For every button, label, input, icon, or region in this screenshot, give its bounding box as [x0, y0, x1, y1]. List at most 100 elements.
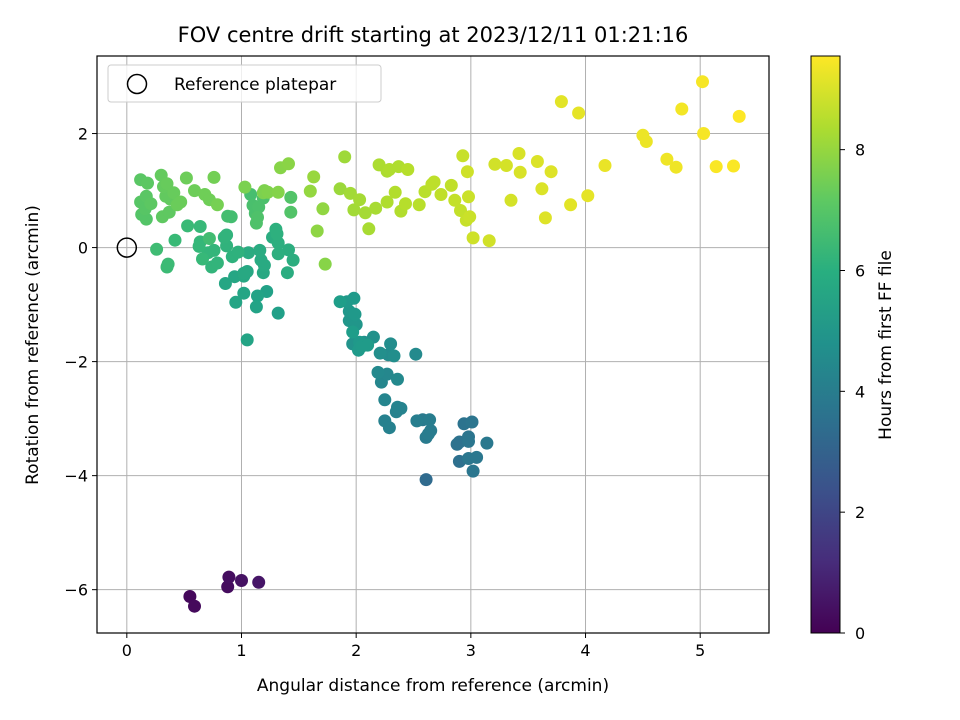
colorbar-tick-label: 6 — [855, 261, 865, 280]
data-point — [181, 219, 195, 233]
data-point — [210, 198, 224, 212]
data-point — [362, 222, 376, 236]
data-point — [371, 365, 385, 379]
data-point — [338, 150, 352, 164]
data-point — [282, 243, 295, 257]
reference-point — [116, 237, 138, 258]
data-point — [639, 135, 653, 148]
data-point — [709, 160, 723, 174]
x-tick-label: 1 — [236, 641, 246, 660]
data-point — [144, 197, 158, 211]
data-point — [669, 160, 683, 174]
data-point — [660, 152, 674, 166]
data-point — [380, 195, 394, 209]
data-point — [399, 197, 412, 211]
data-point — [598, 159, 612, 172]
data-point — [361, 338, 375, 352]
data-point — [218, 277, 232, 290]
data-point — [460, 165, 474, 179]
data-point — [427, 175, 441, 189]
data-point — [141, 176, 154, 190]
data-point — [252, 575, 266, 589]
legend-box — [107, 64, 382, 103]
data-point — [697, 127, 711, 140]
x-axis-ticks: 0 1 2 3 4 5 — [122, 633, 705, 660]
data-point — [409, 347, 423, 361]
reference-marker — [116, 237, 138, 258]
data-point — [237, 286, 251, 300]
x-tick-label: 4 — [580, 641, 590, 660]
data-point — [462, 434, 475, 448]
legend: Reference platepar — [107, 64, 382, 103]
data-point — [150, 242, 164, 256]
data-point — [572, 106, 586, 120]
data-point — [391, 372, 404, 386]
data-point — [347, 203, 361, 217]
data-point — [318, 257, 332, 271]
data-point — [391, 400, 404, 414]
data-point — [254, 253, 268, 267]
data-point — [499, 159, 513, 172]
data-point — [696, 75, 709, 89]
data-point — [378, 393, 392, 407]
colorbar-tick-label: 2 — [855, 503, 865, 522]
data-point — [564, 198, 578, 212]
data-point — [347, 291, 361, 305]
data-point — [207, 170, 221, 184]
plot-frame — [96, 55, 770, 634]
data-point — [202, 232, 216, 245]
data-point — [235, 574, 248, 587]
data-points — [134, 75, 746, 613]
data-point — [434, 188, 448, 201]
y-tick-label: −2 — [64, 353, 88, 372]
data-point — [210, 256, 224, 270]
data-point — [286, 253, 300, 267]
data-point — [222, 570, 236, 584]
data-point — [280, 266, 294, 280]
data-point — [237, 266, 251, 280]
data-point — [249, 300, 263, 314]
data-point — [410, 414, 424, 428]
data-point — [238, 180, 252, 194]
colorbar-tick-label: 4 — [855, 382, 865, 401]
data-point — [188, 599, 201, 613]
data-point — [466, 231, 480, 245]
data-point — [388, 185, 402, 199]
data-point — [231, 245, 245, 259]
data-point — [343, 186, 357, 200]
data-point — [270, 227, 284, 241]
data-point — [183, 590, 197, 603]
data-point — [271, 306, 285, 320]
data-point — [488, 157, 502, 171]
data-point — [401, 163, 415, 176]
y-axis-label: Rotation from reference (arcmin) — [23, 205, 43, 485]
data-point — [168, 233, 182, 247]
data-point — [160, 177, 174, 191]
data-point — [249, 216, 263, 230]
colorbar: 0 2 4 6 8 Hours from first FF file — [810, 55, 896, 643]
data-point — [348, 307, 362, 321]
data-point — [193, 220, 207, 233]
data-point — [307, 170, 321, 184]
data-point — [167, 186, 181, 200]
data-point — [448, 193, 462, 207]
data-point — [444, 178, 458, 192]
data-point — [482, 234, 496, 248]
grid-lines — [97, 56, 769, 633]
data-point — [462, 190, 475, 204]
data-point — [224, 210, 238, 224]
data-point — [554, 95, 568, 109]
data-point — [346, 325, 360, 339]
data-point — [504, 193, 518, 207]
y-axis-ticks: −6 −4 −2 0 2 — [64, 125, 97, 600]
data-point — [384, 337, 398, 351]
colorbar-ticks: 0 2 4 6 8 — [840, 141, 865, 643]
data-point — [221, 580, 235, 594]
data-point — [282, 157, 295, 171]
data-point — [456, 149, 470, 163]
colorbar-label: Hours from first FF file — [876, 250, 896, 440]
legend-marker-icon — [126, 73, 148, 95]
colorbar-tick-label: 8 — [855, 141, 865, 160]
data-point — [229, 295, 243, 309]
data-point — [240, 333, 254, 347]
